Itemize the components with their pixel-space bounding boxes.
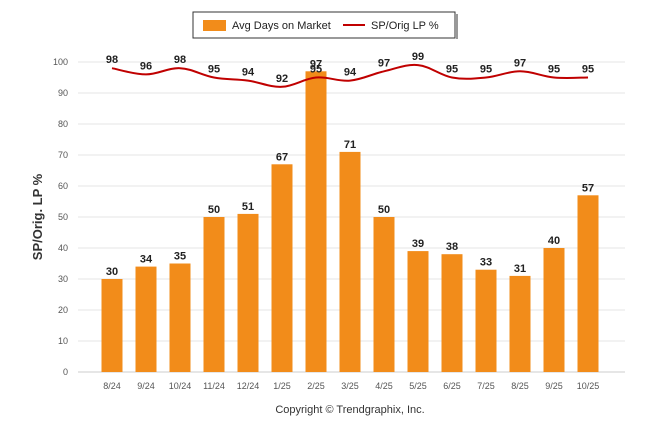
line-value-label: 97 — [378, 57, 390, 69]
bar-data-labels: 30 34 35 50 51 67 97 71 50 39 38 33 31 40 57 — [106, 58, 594, 278]
bar-2/25 — [305, 71, 327, 373]
y-tick-label: 60 — [58, 181, 68, 191]
legend-line-label: SP/Orig LP % — [371, 20, 439, 32]
x-tick-label: 7/25 — [477, 381, 495, 391]
line-value-label: 95 — [446, 64, 458, 76]
line-value-label: 95 — [548, 64, 560, 76]
bar-value-label: 33 — [480, 257, 492, 269]
y-tick-label: 90 — [58, 88, 68, 98]
y-tick-label: 50 — [58, 212, 68, 222]
bar-3/25 — [339, 151, 361, 372]
bar-value-label: 57 — [582, 182, 594, 194]
x-tick-label: 8/25 — [511, 381, 529, 391]
legend-bar-swatch — [203, 20, 226, 31]
line-value-label: 95 — [582, 64, 594, 76]
bar-10/24 — [169, 263, 191, 372]
line-value-label: 95 — [208, 64, 220, 76]
y-tick-label: 70 — [58, 150, 68, 160]
bar-value-label: 38 — [446, 241, 458, 253]
bar-6/25 — [441, 254, 463, 372]
bar-value-label: 51 — [242, 201, 254, 213]
x-tick-label: 9/24 — [137, 381, 155, 391]
x-tick-label: 11/24 — [203, 381, 225, 391]
bar-value-label: 31 — [514, 263, 526, 275]
bar-7/25 — [475, 269, 497, 372]
y-axis-title: SP/Orig. LP % — [30, 173, 45, 260]
bar-value-label: 35 — [174, 251, 186, 263]
y-tick-label: 20 — [58, 305, 68, 315]
x-tick-label: 4/25 — [375, 381, 393, 391]
line-value-label: 94 — [344, 67, 357, 79]
bar-5/25 — [407, 251, 429, 372]
bar-value-label: 71 — [344, 139, 356, 151]
bar-11/24 — [203, 217, 225, 372]
bar-value-label: 50 — [208, 204, 220, 216]
bar-9/24 — [135, 266, 157, 372]
x-tick-label: 9/25 — [545, 381, 563, 391]
legend-shadow — [456, 14, 458, 39]
y-tick-label: 40 — [58, 243, 68, 253]
bar-1/25 — [271, 164, 293, 372]
bar-value-label: 34 — [140, 254, 153, 266]
bar-value-label: 50 — [378, 204, 390, 216]
bar-value-label: 40 — [548, 235, 560, 247]
x-tick-label: 8/24 — [103, 381, 121, 391]
copyright-text: Copyright © Trendgraphix, Inc. — [275, 404, 424, 416]
line-value-label: 99 — [412, 51, 424, 63]
bar-value-label: 97 — [310, 58, 322, 70]
bar-9/25 — [543, 248, 565, 372]
bar-8/24 — [101, 279, 123, 372]
y-axis-ticks: 0 10 20 30 40 50 60 70 80 90 100 — [53, 57, 68, 377]
line-value-label: 98 — [174, 54, 186, 66]
bar-12/24 — [237, 213, 259, 372]
x-tick-label: 12/24 — [237, 381, 260, 391]
line-series — [111, 63, 589, 88]
bar-value-label: 67 — [276, 151, 288, 163]
y-tick-label: 0 — [63, 367, 68, 377]
bar-value-label: 30 — [106, 266, 118, 278]
x-tick-label: 3/25 — [341, 381, 359, 391]
bar-series — [101, 71, 599, 373]
line-value-label: 98 — [106, 54, 118, 66]
x-tick-label: 6/25 — [443, 381, 461, 391]
line-value-label: 97 — [514, 57, 526, 69]
bar-4/25 — [373, 217, 395, 372]
y-tick-label: 80 — [58, 119, 68, 129]
x-tick-label: 1/25 — [273, 381, 291, 391]
y-tick-label: 30 — [58, 274, 68, 284]
legend: Avg Days on Market SP/Orig LP % — [192, 11, 458, 39]
bar-10/25 — [577, 195, 599, 372]
legend-bar-label: Avg Days on Market — [232, 20, 331, 32]
y-tick-label: 10 — [58, 336, 68, 346]
line-value-label: 96 — [140, 60, 152, 72]
bar-value-label: 39 — [412, 238, 424, 250]
y-tick-label: 100 — [53, 57, 68, 67]
legend-box — [192, 11, 456, 39]
x-tick-label: 2/25 — [307, 381, 325, 391]
line-value-label: 94 — [242, 67, 255, 79]
line-value-label: 95 — [310, 64, 322, 76]
x-tick-label: 10/25 — [577, 381, 600, 391]
line-value-label: 95 — [480, 64, 492, 76]
x-axis-ticks: 8/24 9/24 10/24 11/24 12/24 1/25 2/25 3/25 4/25 5… — [103, 381, 599, 391]
x-tick-label: 10/24 — [169, 381, 192, 391]
line-value-label: 92 — [276, 73, 288, 85]
x-tick-label: 5/25 — [409, 381, 427, 391]
bar-8/25 — [509, 275, 531, 372]
